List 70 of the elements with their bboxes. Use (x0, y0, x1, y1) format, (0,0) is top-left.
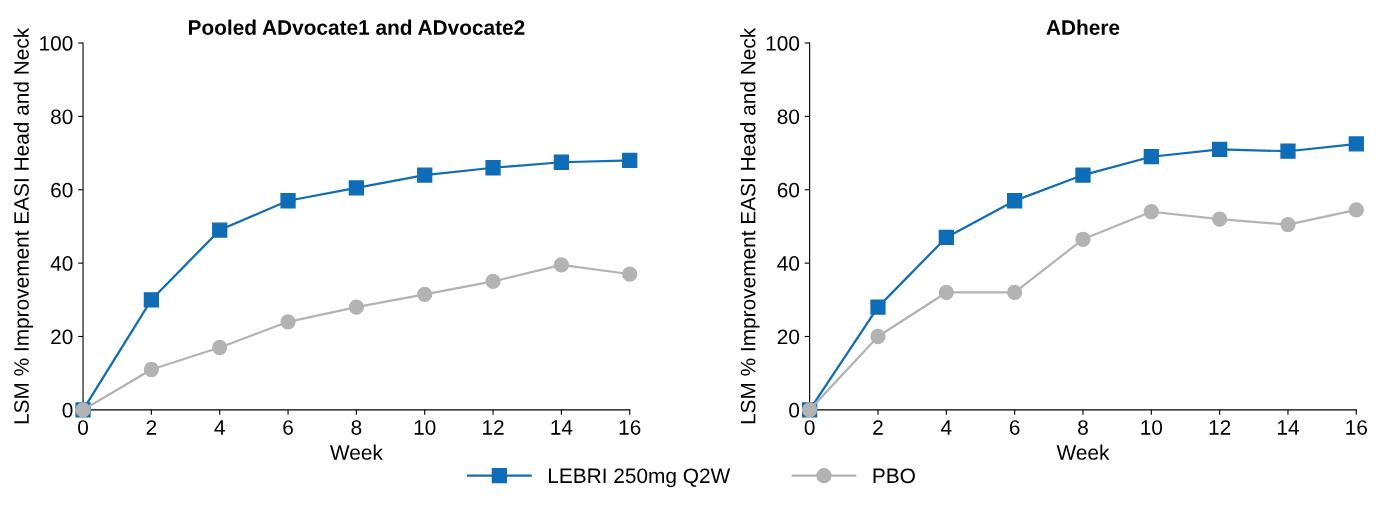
point (1075, 167, 1091, 183)
point (622, 152, 638, 169)
legend-label: PBO (873, 468, 915, 484)
point (348, 180, 365, 196)
x-tick-label: 14 (1277, 420, 1299, 435)
x-tick-label: 6 (283, 420, 293, 435)
point (280, 314, 296, 330)
point (212, 339, 228, 356)
point (417, 167, 433, 183)
x-tick-label: 2 (873, 420, 883, 435)
y-tick-label: 40 (50, 256, 73, 271)
point (348, 299, 365, 315)
point (1143, 204, 1159, 220)
y-tick-label: 100 (40, 36, 73, 51)
point (553, 257, 570, 273)
y-axis-title: LSM % Improvement EASI Head and Neck (13, 27, 34, 424)
chart-title: Pooled ADvocate1 and ADvocate2 (188, 19, 525, 35)
chart-title: ADhere (1046, 19, 1120, 35)
x-tick-label: 0 (78, 420, 89, 435)
y-tick-label: 60 (777, 182, 800, 198)
point (1143, 149, 1159, 165)
y-tick-label: 100 (766, 36, 800, 51)
x-axis-title: Week (330, 444, 383, 460)
point (143, 361, 160, 378)
x-tick-label: 14 (551, 420, 573, 435)
y-tick-label: 60 (51, 182, 73, 198)
point (1348, 202, 1364, 218)
y-tick-label: 20 (777, 329, 800, 345)
x-axis-title: Week (1056, 444, 1110, 460)
x-tick-label: 12 (483, 420, 504, 435)
x-tick-label: 6 (1009, 420, 1020, 435)
point (417, 286, 433, 302)
point (622, 266, 638, 282)
point (1007, 284, 1023, 301)
y-tick-label: 40 (777, 256, 800, 271)
x-tick-label: 12 (1209, 420, 1231, 435)
point (1280, 216, 1296, 233)
y-axis-title: LSM % Improvement EASI Head and Neck (740, 27, 760, 424)
point (870, 299, 886, 315)
x-tick-label: 4 (214, 420, 225, 435)
x-tick-label: 16 (619, 420, 641, 435)
point (1348, 136, 1364, 152)
x-tick-label: 2 (146, 420, 157, 435)
point (553, 154, 570, 170)
point (212, 222, 228, 238)
point (143, 292, 160, 308)
point (1280, 143, 1296, 159)
x-tick-label: 4 (941, 420, 952, 435)
point (280, 193, 296, 209)
point (1212, 211, 1228, 227)
point (938, 284, 954, 301)
point (938, 229, 954, 246)
point (485, 273, 501, 290)
y-tick-label: 0 (62, 402, 73, 418)
point (485, 160, 501, 176)
point (870, 328, 886, 345)
x-tick-label: 16 (1346, 420, 1367, 435)
y-tick-label: 80 (51, 109, 73, 125)
point (1212, 141, 1228, 158)
y-tick-label: 20 (51, 329, 73, 345)
point (1075, 231, 1091, 247)
x-tick-label: 10 (1141, 420, 1163, 435)
x-tick-label: 0 (804, 420, 815, 435)
x-tick-label: 10 (414, 420, 436, 435)
point (1007, 193, 1023, 209)
legend-label: LEBRI 250mg Q2W (548, 468, 731, 488)
y-tick-label: 80 (777, 109, 800, 125)
x-tick-label: 8 (351, 420, 362, 435)
x-tick-label: 8 (1078, 420, 1088, 435)
y-tick-label: 0 (789, 402, 800, 418)
